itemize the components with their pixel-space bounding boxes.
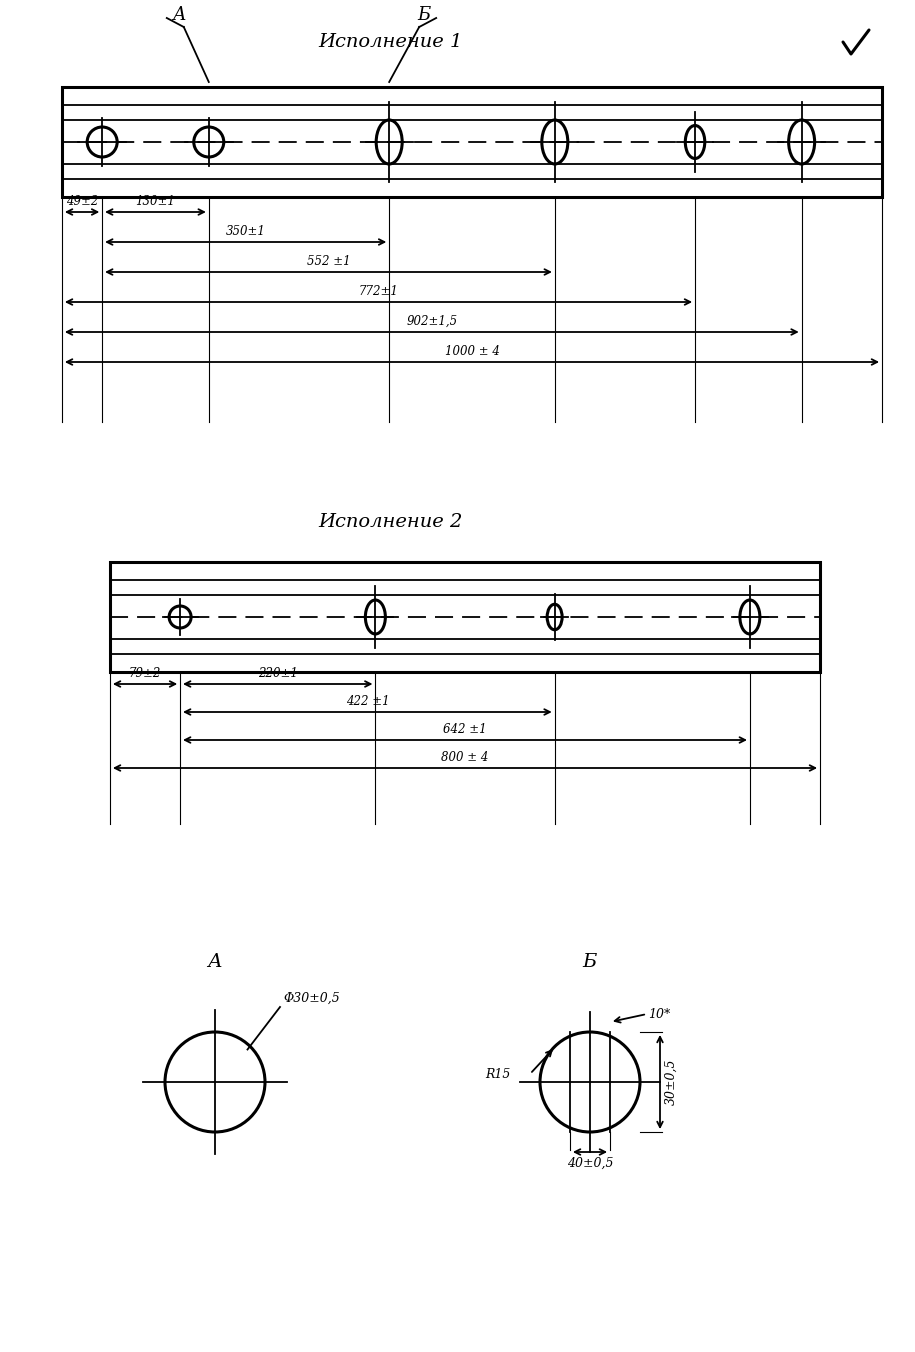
Text: 30±0,5: 30±0,5 — [665, 1059, 678, 1105]
Text: 350±1: 350±1 — [226, 224, 265, 238]
Text: Исполнение 1: Исполнение 1 — [318, 32, 462, 51]
Text: 1000 ± 4: 1000 ± 4 — [445, 345, 500, 358]
Text: 800 ± 4: 800 ± 4 — [441, 750, 489, 764]
Text: Б: Б — [583, 953, 597, 971]
Text: 49±2: 49±2 — [66, 195, 98, 208]
Text: 79±2: 79±2 — [129, 667, 161, 680]
Bar — [110, 562, 820, 672]
Text: 642 ±1: 642 ±1 — [443, 723, 487, 735]
Text: 40±0,5: 40±0,5 — [566, 1157, 613, 1169]
Bar — [62, 87, 882, 197]
Text: 552 ±1: 552 ±1 — [307, 256, 350, 268]
Text: Б: Б — [417, 5, 431, 24]
Text: 220±1: 220±1 — [258, 667, 297, 680]
Text: 902±1,5: 902±1,5 — [406, 315, 458, 329]
Text: Φ30±0,5: Φ30±0,5 — [283, 992, 339, 1005]
Text: А: А — [208, 953, 222, 971]
Text: А: А — [172, 5, 186, 24]
Text: R15: R15 — [485, 1068, 511, 1080]
Text: Исполнение 2: Исполнение 2 — [318, 512, 462, 531]
Text: 772±1: 772±1 — [359, 285, 398, 297]
Text: 422 ±1: 422 ±1 — [346, 695, 389, 708]
Text: 10*: 10* — [648, 1007, 671, 1021]
Text: 130±1: 130±1 — [135, 195, 176, 208]
